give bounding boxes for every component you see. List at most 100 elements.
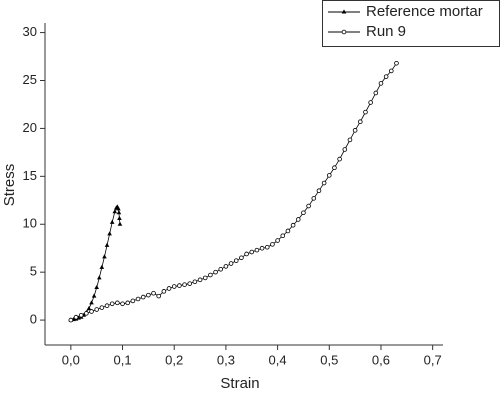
x-tick-label: 0,3 bbox=[217, 352, 235, 367]
point bbox=[352, 128, 358, 133]
point bbox=[233, 258, 239, 263]
point bbox=[378, 81, 384, 86]
x-tick-label: 0,6 bbox=[372, 352, 390, 367]
point bbox=[373, 90, 379, 96]
point bbox=[347, 137, 353, 143]
point bbox=[311, 196, 317, 201]
point bbox=[94, 284, 99, 289]
x-tick-label: 0,4 bbox=[269, 352, 287, 367]
point bbox=[368, 100, 373, 105]
point bbox=[337, 156, 342, 162]
x-tick-label: 0,2 bbox=[165, 352, 183, 367]
point bbox=[394, 60, 399, 66]
legend-box bbox=[322, 0, 500, 47]
point bbox=[156, 293, 162, 299]
point bbox=[249, 249, 255, 255]
y-tick-label: 0 bbox=[30, 312, 37, 327]
point bbox=[197, 277, 203, 283]
point bbox=[182, 282, 187, 287]
point bbox=[78, 312, 84, 318]
point bbox=[117, 221, 123, 226]
point bbox=[130, 298, 136, 304]
point bbox=[357, 119, 363, 125]
legend-text: Run 9 bbox=[366, 23, 406, 40]
point bbox=[140, 294, 146, 300]
point bbox=[342, 147, 348, 152]
point bbox=[102, 254, 107, 259]
point bbox=[218, 266, 224, 272]
point bbox=[259, 245, 265, 251]
point bbox=[99, 305, 105, 310]
series-markers bbox=[68, 60, 399, 323]
point bbox=[109, 219, 115, 224]
point bbox=[301, 210, 306, 216]
point bbox=[228, 261, 234, 266]
point bbox=[332, 165, 337, 171]
series-line bbox=[70, 63, 397, 321]
point bbox=[192, 279, 198, 285]
point bbox=[104, 303, 110, 309]
point bbox=[306, 203, 311, 209]
point bbox=[94, 307, 99, 312]
point bbox=[104, 242, 110, 247]
point bbox=[115, 300, 120, 306]
point bbox=[341, 29, 347, 35]
point bbox=[73, 314, 79, 320]
point bbox=[91, 293, 97, 298]
point bbox=[290, 222, 296, 228]
point bbox=[316, 188, 322, 194]
point bbox=[171, 284, 177, 289]
point bbox=[89, 309, 94, 314]
point bbox=[383, 74, 389, 79]
x-tick-label: 0,1 bbox=[113, 352, 131, 367]
point bbox=[166, 286, 172, 291]
point bbox=[275, 238, 280, 243]
point bbox=[107, 231, 112, 236]
point bbox=[213, 269, 218, 275]
point bbox=[254, 247, 260, 253]
y-tick-label: 30 bbox=[23, 24, 37, 39]
point bbox=[109, 301, 115, 307]
point bbox=[99, 264, 105, 269]
y-tick-label: 25 bbox=[23, 72, 37, 87]
point bbox=[116, 210, 122, 215]
y-tick-label: 10 bbox=[23, 216, 37, 231]
point bbox=[84, 311, 89, 316]
legend-text: Reference mortar bbox=[366, 3, 483, 20]
point bbox=[280, 233, 286, 239]
point bbox=[112, 209, 118, 214]
point bbox=[120, 301, 125, 307]
y-axis-title: Stress bbox=[1, 164, 18, 207]
point bbox=[89, 300, 94, 305]
point bbox=[151, 290, 156, 296]
point bbox=[135, 296, 141, 302]
point bbox=[96, 275, 102, 280]
point bbox=[295, 217, 301, 222]
y-tick-label: 15 bbox=[23, 168, 37, 183]
x-tick-label: 0,0 bbox=[62, 352, 80, 367]
x-tick-label: 0,5 bbox=[320, 352, 338, 367]
point bbox=[208, 272, 213, 278]
point bbox=[125, 300, 131, 306]
point bbox=[363, 109, 368, 115]
x-tick-label: 0,7 bbox=[424, 352, 442, 367]
point bbox=[389, 68, 394, 74]
y-tick-label: 20 bbox=[23, 120, 37, 135]
point bbox=[68, 317, 74, 323]
y-tick-label: 5 bbox=[30, 264, 37, 279]
point bbox=[239, 255, 244, 261]
point bbox=[161, 289, 167, 294]
point bbox=[187, 281, 193, 286]
point bbox=[117, 215, 122, 220]
point bbox=[321, 180, 327, 186]
point bbox=[244, 251, 249, 257]
point bbox=[270, 242, 275, 247]
point bbox=[264, 244, 270, 250]
point bbox=[326, 173, 332, 178]
point bbox=[223, 264, 229, 269]
point bbox=[341, 9, 347, 14]
point bbox=[146, 292, 151, 298]
point bbox=[202, 275, 208, 281]
point bbox=[86, 305, 92, 311]
